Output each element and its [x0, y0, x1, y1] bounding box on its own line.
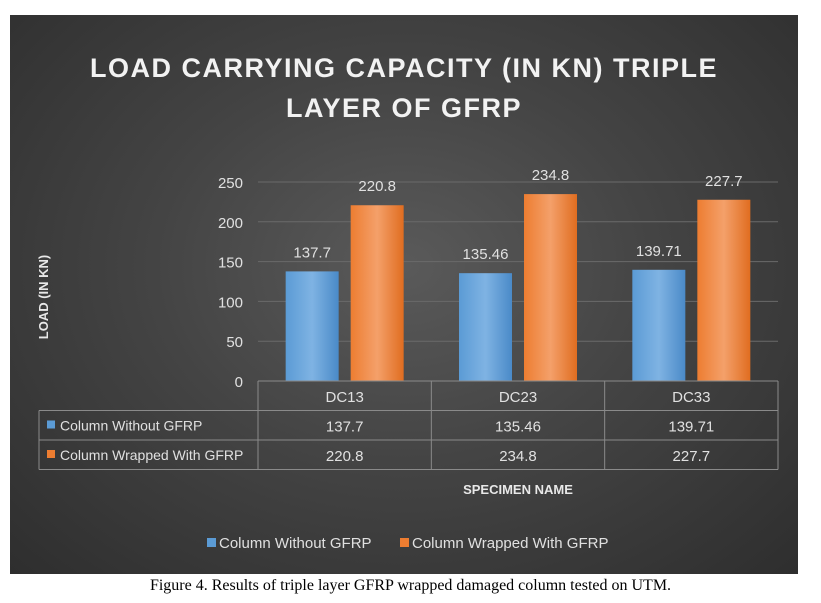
x-tick-label: DC13 — [325, 389, 363, 406]
bar-column-without-gfrp — [632, 269, 686, 381]
legend-entry: Column Wrapped With GFRP — [412, 535, 608, 552]
legend-swatch — [400, 538, 409, 547]
data-label: 139.71 — [636, 243, 682, 260]
y-tick-label: 100 — [218, 294, 243, 311]
y-tick-label: 200 — [218, 215, 243, 232]
data-label: 234.8 — [532, 167, 570, 184]
chart-panel: LOAD CARRYING CAPACITY (IN KN) TRIPLE LA… — [10, 15, 798, 574]
y-tick-label: 0 — [235, 374, 243, 391]
table-cell: 137.7 — [326, 419, 364, 436]
legend-entry: Column Without GFRP — [219, 535, 372, 552]
y-tick-label: 50 — [226, 334, 243, 351]
chart-title-line-2: LAYER OF GFRP — [286, 93, 522, 123]
table-series-name: Column Without GFRP — [60, 418, 202, 434]
data-table: DC13 DC23 DC33 Column Without GFRP 137.7 135.… — [38, 380, 779, 470]
grid-lines — [258, 181, 778, 342]
y-tick-label: 150 — [218, 255, 243, 272]
data-label: 220.8 — [358, 178, 396, 195]
table-cell: 234.8 — [499, 448, 537, 465]
x-axis-label: SPECIMEN NAME — [463, 482, 573, 497]
data-labels: 137.7 220.8 135.46 234.8 139.71 227.7 — [293, 167, 742, 263]
table-series-swatch — [47, 420, 55, 429]
bar-column-wrapped-with-gfrp — [697, 199, 751, 381]
table-series-swatch — [47, 450, 55, 458]
legend: Column Without GFRP Column Wrapped With G… — [207, 535, 608, 552]
table-series-name: Column Wrapped With GFRP — [60, 447, 243, 463]
chart-title-line-1: LOAD CARRYING CAPACITY (IN KN) TRIPLE — [90, 53, 718, 83]
y-tick-labels: 0 50 100 150 200 250 — [218, 175, 243, 391]
figure-caption: Figure 4. Results of triple layer GFRP w… — [149, 577, 672, 594]
table-cell: 135.46 — [495, 419, 541, 436]
y-tick-label: 250 — [218, 175, 243, 192]
x-tick-label: DC33 — [672, 389, 710, 406]
data-label: 137.7 — [293, 244, 331, 261]
data-label: 227.7 — [705, 173, 743, 190]
legend-swatch — [207, 538, 216, 547]
table-cell: 227.7 — [673, 448, 711, 465]
bar-column-without-gfrp — [285, 271, 339, 381]
bar-column-wrapped-with-gfrp — [524, 194, 577, 381]
bar-column-wrapped-with-gfrp — [350, 205, 404, 381]
table-cell: 220.8 — [326, 448, 364, 465]
data-label: 135.46 — [463, 246, 509, 263]
bars — [285, 194, 751, 381]
table-cell: 139.71 — [668, 419, 714, 436]
y-axis-label: LOAD (IN KN) — [36, 255, 51, 340]
bar-chart: LOAD CARRYING CAPACITY (IN KN) TRIPLE LA… — [36, 53, 779, 552]
bar-column-without-gfrp — [459, 273, 512, 381]
x-tick-label: DC23 — [499, 389, 537, 406]
